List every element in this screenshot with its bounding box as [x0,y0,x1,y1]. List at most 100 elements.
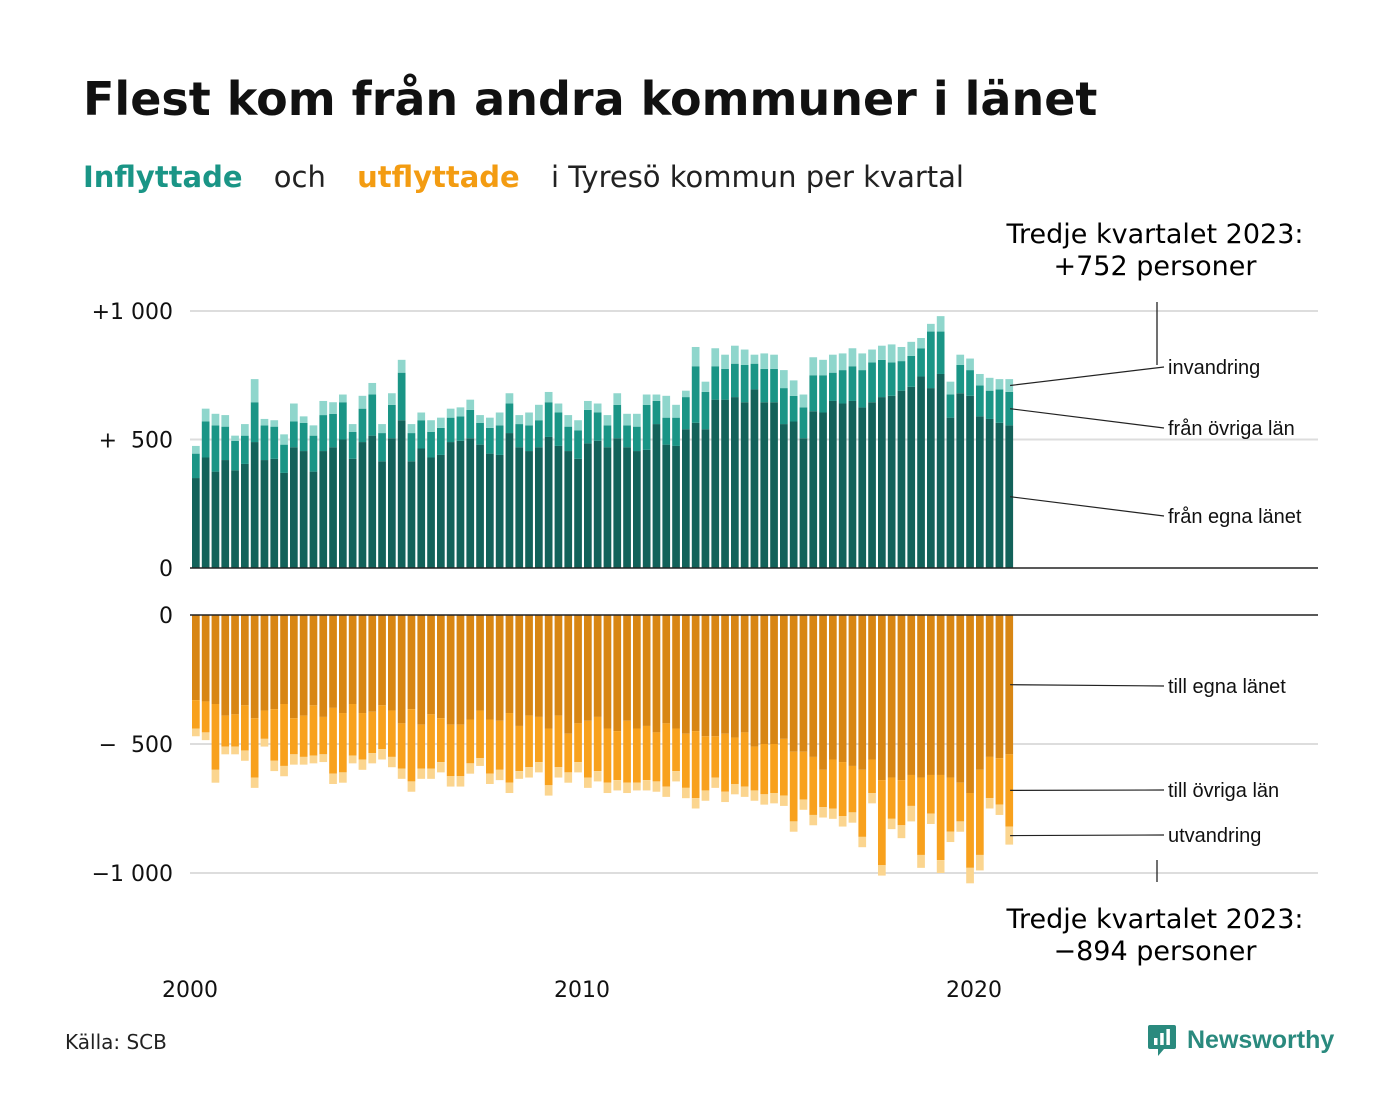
outflow-bar-0-37 [554,615,563,716]
outflow-bar-2-39 [574,762,582,773]
outflow-bar-0-42 [603,615,612,729]
outflow-bar-0-21 [397,615,406,724]
inflow-bar-0-23 [417,448,426,568]
outflow-bar-1-27 [456,724,465,777]
outflow-bar-2-12 [309,755,318,764]
outflow-bar-2-17 [358,759,367,770]
inflow-bar-1-14 [329,413,337,448]
inflow-bar-2-45 [633,413,641,427]
y-tick-top-1: + 500 [99,429,173,454]
outflow-bar-2-6 [250,777,259,788]
x-tick-2000: 2000 [162,978,218,1003]
inflow-bar-2-24 [427,420,435,432]
outflow-bar-1-17 [358,713,367,760]
outflow-bar-0-53 [711,615,720,737]
inflow-bar-0-37 [554,445,563,569]
inflow-bar-2-18 [368,382,377,395]
y-tick-bottom-1: − 500 [99,733,173,758]
x-tick-2010: 2010 [554,978,610,1003]
outflow-bar-0-65 [829,615,837,760]
outflow-bar-1-47 [652,732,661,782]
inflow-bar-1-82 [995,389,1004,423]
inflow-bar-0-0 [192,478,200,568]
outflow-bar-1-83 [1005,754,1014,827]
inflow-bar-1-9 [280,444,288,473]
outflow-bar-1-4 [231,714,239,747]
outflow-bar-0-2 [211,615,220,705]
outflow-series-0-leader [1010,684,1165,687]
inflow-bar-0-65 [829,400,837,568]
inflow-bar-2-36 [544,391,553,403]
inflow-bar-2-65 [829,354,837,373]
inflow-bar-2-67 [848,348,857,367]
outflow-bar-0-20 [388,615,396,711]
inflow-bar-0-42 [603,447,612,568]
inflow-bar-2-12 [309,425,318,436]
outflow-bar-1-36 [544,728,553,786]
inflow-bar-1-39 [574,430,582,459]
inflow-bar-2-4 [231,435,239,441]
inflow-bar-0-67 [848,400,857,568]
inflow-bar-1-54 [721,368,729,400]
outflow-bar-2-75 [927,813,935,824]
inflow-bar-1-73 [907,355,916,387]
outflow-bar-2-0 [192,728,200,737]
outflow-bar-0-77 [946,615,955,778]
outflow-bar-1-70 [878,780,886,866]
inflow-bar-1-17 [358,408,367,443]
outflow-bar-0-47 [652,615,661,733]
inflow-bar-0-3 [221,460,230,568]
inflow-bar-1-80 [976,385,984,417]
inflow-bar-1-30 [486,427,494,454]
inflow-bar-1-66 [838,370,847,404]
inflow-bar-1-27 [456,416,465,441]
inflow-bar-2-82 [995,379,1004,390]
outflow-bar-0-59 [770,615,778,744]
outflow-bar-0-71 [887,615,896,778]
inflow-bar-2-29 [476,415,484,423]
outflow-bar-1-7 [260,710,269,739]
y-tick-top-2: 0 [159,557,173,582]
outflow-bar-1-21 [397,723,406,769]
inflow-bar-1-11 [299,422,308,452]
inflow-bar-1-20 [388,404,396,439]
inflow-bar-1-68 [858,370,867,408]
outflow-bar-0-63 [809,615,818,757]
inflow-bar-0-62 [799,438,808,568]
inflow-bar-1-60 [780,388,788,425]
callout-top-line2: +752 personer [1053,251,1257,282]
inflow-bar-2-16 [348,424,357,432]
inflow-bar-1-22 [407,433,416,462]
inflow-bar-0-44 [623,447,631,568]
inflow-bar-0-9 [280,472,288,568]
inflow-bar-2-74 [917,337,925,349]
outflow-bar-0-46 [642,615,651,726]
outflow-bar-0-30 [486,615,494,720]
outflow-bar-0-31 [495,615,504,721]
outflow-bar-2-73 [907,805,916,822]
outflow-bar-2-77 [946,831,955,843]
outflow-bar-2-72 [897,825,906,839]
outflow-bar-1-19 [378,705,386,750]
inflow-bar-2-50 [682,390,690,398]
outflow-bar-2-48 [662,786,671,797]
outflow-bar-1-62 [799,751,808,800]
inflow-bar-0-43 [613,438,622,568]
x-axis: 2000 2010 2020 [162,978,1002,1003]
inflow-bar-2-80 [976,373,984,386]
inflow-bars [190,316,1318,569]
outflow-bar-0-16 [348,615,357,705]
inflow-bar-2-49 [672,404,680,418]
inflow-bar-0-34 [525,451,533,568]
outflow-bar-2-76 [936,860,945,873]
outflow-bar-1-9 [280,704,288,766]
outflow-bar-0-49 [672,615,680,729]
inflow-bar-0-17 [358,442,367,568]
outflow-bar-2-69 [868,793,876,804]
outflow-bar-2-49 [672,771,680,782]
outflow-bar-1-73 [907,774,916,806]
outflow-bar-2-79 [966,867,974,884]
inflow-bar-0-64 [819,412,827,568]
outflow-bar-1-34 [525,715,533,768]
callout-bottom-line2: −894 personer [1053,936,1257,967]
